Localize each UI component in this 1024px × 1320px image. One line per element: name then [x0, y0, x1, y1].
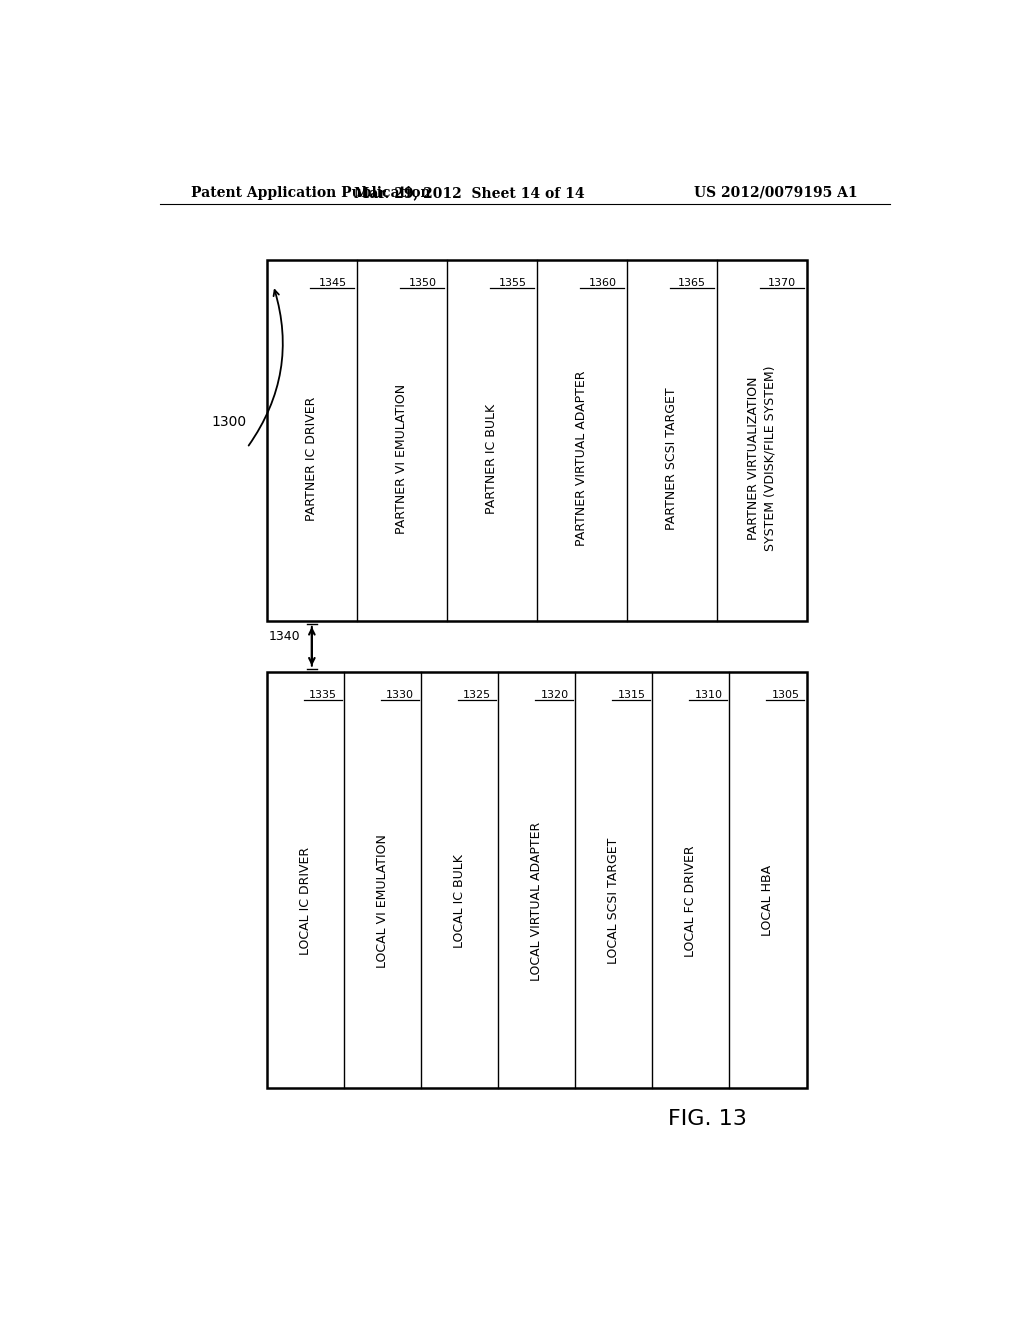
- Text: Mar. 29, 2012  Sheet 14 of 14: Mar. 29, 2012 Sheet 14 of 14: [354, 186, 585, 199]
- Text: 1310: 1310: [694, 690, 723, 700]
- Text: 1325: 1325: [463, 690, 492, 700]
- Text: LOCAL IC BULK: LOCAL IC BULK: [453, 854, 466, 948]
- Bar: [267, 672, 807, 1089]
- Text: US 2012/0079195 A1: US 2012/0079195 A1: [694, 186, 858, 199]
- Text: LOCAL VIRTUAL ADAPTER: LOCAL VIRTUAL ADAPTER: [530, 821, 543, 981]
- Text: LOCAL SCSI TARGET: LOCAL SCSI TARGET: [607, 838, 621, 964]
- Text: LOCAL HBA: LOCAL HBA: [762, 866, 774, 936]
- Text: 1340: 1340: [268, 630, 300, 643]
- Text: PARTNER VI EMULATION: PARTNER VI EMULATION: [395, 383, 409, 533]
- Text: 1335: 1335: [309, 690, 337, 700]
- Text: LOCAL FC DRIVER: LOCAL FC DRIVER: [684, 845, 697, 957]
- Text: 1370: 1370: [768, 279, 797, 288]
- Text: FIG. 13: FIG. 13: [668, 1109, 746, 1129]
- Text: 1320: 1320: [541, 690, 568, 700]
- Text: 1330: 1330: [386, 690, 415, 700]
- Text: 1350: 1350: [409, 279, 436, 288]
- Text: 1305: 1305: [772, 690, 800, 700]
- Text: PARTNER VIRTUALIZATION
SYSTEM (VDISK/FILE SYSTEM): PARTNER VIRTUALIZATION SYSTEM (VDISK/FIL…: [748, 366, 776, 552]
- Text: PARTNER VIRTUAL ADAPTER: PARTNER VIRTUAL ADAPTER: [575, 371, 588, 546]
- Text: PARTNER SCSI TARGET: PARTNER SCSI TARGET: [666, 387, 678, 529]
- Text: LOCAL IC DRIVER: LOCAL IC DRIVER: [299, 847, 312, 954]
- Text: 1345: 1345: [318, 279, 346, 288]
- Bar: [267, 260, 807, 620]
- Text: 1355: 1355: [499, 279, 526, 288]
- Text: LOCAL VI EMULATION: LOCAL VI EMULATION: [376, 834, 389, 968]
- Text: 1315: 1315: [617, 690, 645, 700]
- Text: 1300: 1300: [211, 416, 247, 429]
- Text: Patent Application Publication: Patent Application Publication: [191, 186, 431, 199]
- Text: 1360: 1360: [589, 279, 616, 288]
- Text: PARTNER IC BULK: PARTNER IC BULK: [485, 404, 499, 513]
- Text: PARTNER IC DRIVER: PARTNER IC DRIVER: [305, 396, 318, 520]
- Text: 1365: 1365: [678, 279, 707, 288]
